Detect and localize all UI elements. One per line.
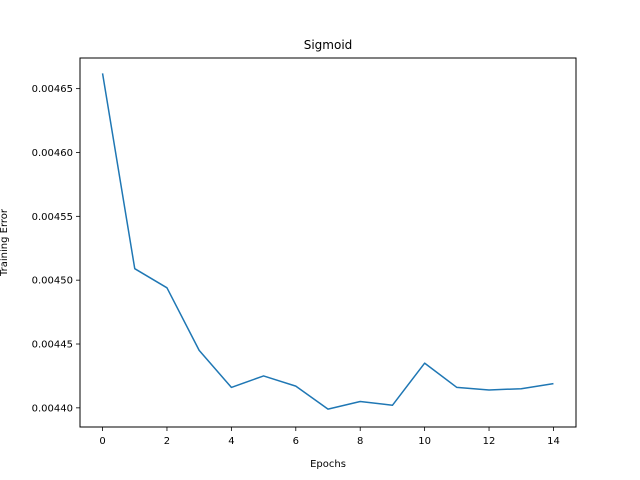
x-axis-ticks: 0 2 4 6 8 10 12 14 [99,427,560,447]
x-tick-label: 12 [483,436,496,447]
x-tick-label: 4 [228,436,234,447]
y-tick-label: 0.00465 [32,84,73,95]
y-tick-label: 0.00440 [32,403,73,414]
x-tick-label: 8 [357,436,363,447]
y-axis-ticks: 0.00440 0.00445 0.00450 0.00455 0.00460 0.004… [32,84,80,414]
x-tick-label: 0 [99,436,105,447]
x-tick-label: 2 [164,436,170,447]
y-tick-label: 0.00460 [32,148,73,159]
y-axis-label: Training Error [0,208,10,277]
x-axis-label: Epochs [310,459,346,470]
x-tick-label: 6 [293,436,299,447]
series-layer [101,73,554,410]
y-tick-label: 0.00450 [32,276,73,287]
y-tick-label: 0.00445 [32,340,73,351]
y-tick-label: 0.00455 [32,212,73,223]
chart-title: Sigmoid [304,38,353,52]
plot-frame [79,57,577,428]
x-tick-label: 14 [547,436,560,447]
x-tick-label: 10 [418,436,431,447]
